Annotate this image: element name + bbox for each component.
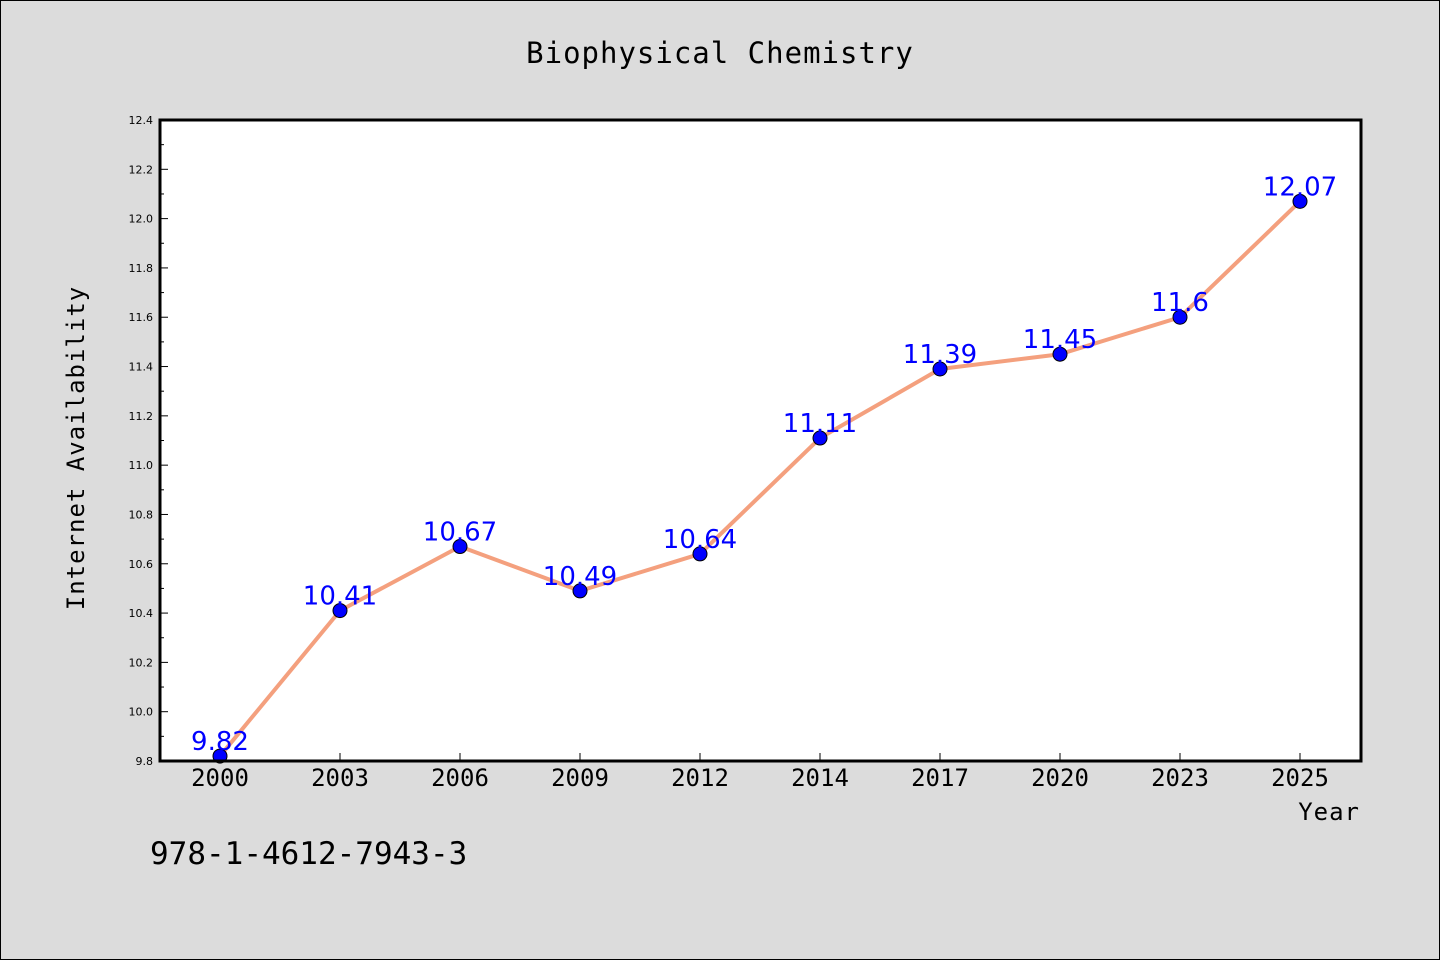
data-point xyxy=(1172,309,1188,325)
y-tick-label: 10.8 xyxy=(129,508,154,521)
y-tick-label: 9.8 xyxy=(136,755,154,768)
y-axis-label: Internet Availability xyxy=(62,286,90,610)
x-tick-label: 2006 xyxy=(431,764,489,792)
y-tick-label: 11.8 xyxy=(129,262,154,275)
y-tick-label: 11.2 xyxy=(129,410,154,423)
data-label: 12.07 xyxy=(1263,172,1337,202)
x-tick-label: 2017 xyxy=(911,764,969,792)
data-label: 11.6 xyxy=(1151,288,1209,318)
x-axis-label: Year xyxy=(1298,798,1360,826)
y-axis-ticks: 9.8 10.0 10.2 10.4 10.6 10.8 11.0 11.2 11.4 11.6 1… xyxy=(129,114,168,768)
y-tick-label: 11.6 xyxy=(129,311,154,324)
data-label: 10.64 xyxy=(663,525,737,555)
data-label: 11.39 xyxy=(903,340,977,370)
x-tick-label: 2009 xyxy=(551,764,609,792)
data-label: 10.67 xyxy=(423,518,497,548)
data-label: 11.45 xyxy=(1023,325,1097,355)
data-point xyxy=(452,539,468,555)
data-point xyxy=(932,361,948,377)
series-markers xyxy=(212,193,1308,764)
chart-title: Biophysical Chemistry xyxy=(526,36,914,70)
y-tick-label: 11.4 xyxy=(129,361,154,374)
x-tick-label: 2014 xyxy=(791,764,849,792)
data-label: 11.11 xyxy=(783,409,857,439)
y-tick-label: 10.6 xyxy=(129,558,154,571)
y-tick-label: 10.4 xyxy=(129,607,154,620)
x-tick-label: 2000 xyxy=(191,764,249,792)
y-tick-label: 10.2 xyxy=(129,656,154,669)
data-labels: 9.82 10.41 10.67 10.49 10.64 11.11 11.39 11.45 1… xyxy=(191,172,1337,757)
data-label: 10.41 xyxy=(303,582,377,612)
data-point xyxy=(572,583,588,599)
data-point xyxy=(1292,193,1308,209)
y-tick-label: 12.0 xyxy=(129,213,154,226)
plot-border xyxy=(158,118,1363,763)
data-point xyxy=(332,603,348,619)
x-tick-label: 2003 xyxy=(311,764,369,792)
x-tick-label: 2023 xyxy=(1151,764,1209,792)
data-point xyxy=(1052,346,1068,362)
data-point xyxy=(692,546,708,562)
y-tick-label: 12.4 xyxy=(129,114,154,127)
y-tick-label: 12.2 xyxy=(129,163,154,176)
data-point xyxy=(812,430,828,446)
data-label: 9.82 xyxy=(191,727,249,757)
plot-area xyxy=(160,120,1361,761)
x-tick-label: 2012 xyxy=(671,764,729,792)
isbn-text: 978-1-4612-7943-3 xyxy=(150,836,467,872)
series-polyline xyxy=(218,199,1302,759)
y-tick-label: 10.0 xyxy=(129,706,154,719)
data-label: 10.49 xyxy=(543,562,617,592)
x-axis-ticks: 2000 2003 2006 2009 2012 2014 2017 2020 2023 2025 xyxy=(191,753,1329,792)
series-line xyxy=(218,199,1302,759)
y-tick-label: 11.0 xyxy=(129,459,154,472)
x-tick-label: 2020 xyxy=(1031,764,1089,792)
x-tick-label: 2025 xyxy=(1271,764,1329,792)
